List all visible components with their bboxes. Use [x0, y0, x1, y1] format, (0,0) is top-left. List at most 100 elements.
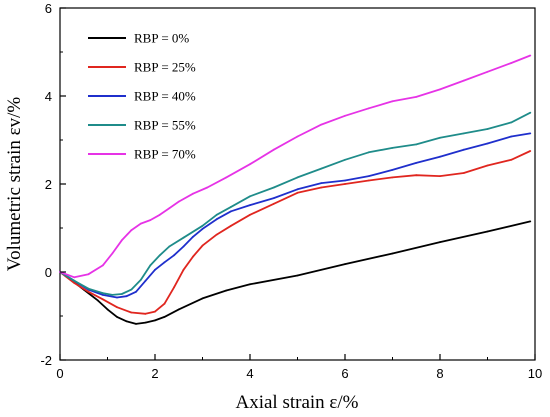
data-point — [135, 323, 137, 325]
data-point — [344, 179, 346, 182]
data-point — [439, 241, 441, 244]
data-point — [120, 239, 123, 242]
data-point — [486, 230, 489, 233]
data-point — [486, 142, 489, 145]
data-point — [201, 244, 204, 247]
data-point — [116, 296, 118, 299]
data-point — [529, 150, 532, 152]
data-point — [510, 135, 513, 138]
axes-group: 0 2 4 6 8 10 -2 0 2 4 6 — [40, 1, 542, 381]
data-point — [439, 88, 441, 91]
data-point — [154, 319, 156, 322]
data-point — [529, 220, 532, 223]
x-tick-label: 4 — [246, 366, 253, 381]
data-point — [97, 299, 99, 302]
data-point — [192, 192, 194, 195]
data-point — [344, 183, 346, 185]
data-point — [192, 235, 194, 238]
data-point — [135, 290, 137, 293]
data-point — [391, 147, 394, 149]
data-point — [163, 261, 166, 264]
data-point — [486, 128, 489, 130]
data-point — [215, 218, 218, 221]
data-point — [177, 200, 180, 203]
data-point — [101, 264, 104, 267]
data-point — [230, 224, 232, 227]
x-tick-label: 8 — [436, 366, 443, 381]
series-line-2 — [59, 132, 531, 299]
data-point — [154, 268, 156, 271]
data-point — [529, 132, 532, 135]
data-point — [272, 186, 275, 189]
data-point — [158, 213, 161, 216]
data-point — [73, 276, 76, 279]
data-point — [510, 62, 513, 64]
data-point — [462, 132, 465, 135]
data-point — [168, 207, 171, 210]
data-point — [130, 311, 133, 314]
data-point — [462, 79, 465, 82]
data-point — [344, 114, 346, 117]
data-point — [320, 186, 323, 189]
data-point — [272, 202, 275, 205]
data-point — [367, 151, 370, 154]
data-point — [249, 213, 251, 216]
x-tick-label: 2 — [151, 366, 158, 381]
data-point — [125, 320, 128, 323]
data-point — [192, 255, 194, 258]
data-point — [144, 312, 147, 315]
data-point — [367, 175, 370, 178]
data-point — [391, 169, 394, 171]
data-point — [272, 197, 275, 200]
data-point — [296, 274, 299, 277]
data-point — [320, 123, 323, 126]
data-point — [101, 298, 104, 301]
y-tick-label: -2 — [40, 353, 52, 368]
data-point — [111, 252, 114, 255]
data-point — [201, 297, 204, 300]
data-point — [206, 186, 209, 189]
x-tick-label: 10 — [528, 366, 542, 381]
data-point — [158, 254, 161, 257]
data-point — [101, 292, 104, 294]
data-point — [173, 286, 175, 289]
data-point — [225, 176, 228, 179]
series-group — [59, 54, 532, 325]
data-point — [415, 143, 418, 146]
data-point — [344, 263, 346, 265]
data-point — [415, 174, 418, 177]
data-point — [391, 252, 394, 255]
data-point — [87, 273, 90, 276]
data-point — [116, 306, 118, 309]
data-point — [149, 219, 152, 222]
data-point — [182, 245, 185, 248]
data-point — [215, 213, 218, 216]
data-point — [296, 188, 299, 191]
data-point — [149, 264, 152, 267]
data-point — [462, 172, 465, 174]
data-point — [163, 302, 166, 305]
data-point — [106, 308, 109, 311]
data-point — [344, 158, 346, 161]
data-point — [529, 54, 532, 57]
data-point — [367, 179, 370, 182]
data-point — [130, 229, 133, 232]
y-tick-label: 0 — [45, 265, 52, 280]
y-tick-label: 6 — [45, 1, 52, 16]
data-point — [272, 148, 275, 151]
y-axis-title: Volumetric strain εv/% — [4, 97, 25, 272]
data-point — [320, 182, 323, 185]
data-point — [144, 279, 147, 282]
legend-label: RBP = 55% — [134, 118, 196, 133]
data-point — [462, 148, 465, 151]
y-tick-label: 4 — [45, 89, 52, 104]
data-point — [249, 195, 251, 198]
data-point — [163, 316, 166, 318]
data-point — [87, 290, 90, 293]
series-line-0 — [59, 220, 531, 325]
data-point — [230, 206, 232, 208]
data-point — [116, 316, 118, 318]
data-point — [296, 135, 299, 138]
data-point — [439, 155, 441, 158]
